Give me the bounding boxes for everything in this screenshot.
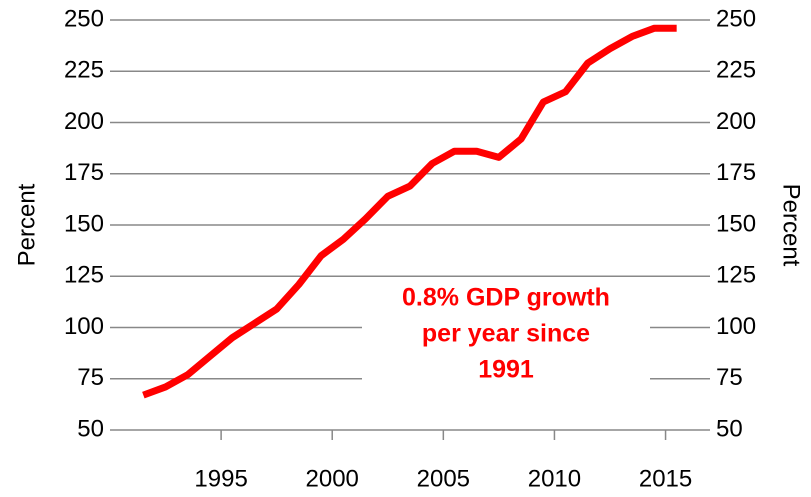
y-tick-label: 75	[77, 364, 104, 391]
y2-tick-label: 100	[716, 313, 756, 340]
y2-tick-label: 125	[716, 262, 756, 289]
annotation: 0.8% GDP growth	[402, 284, 610, 312]
x-tick-label: 1995	[194, 465, 247, 492]
y2-tick-label: 150	[716, 210, 756, 237]
x-tick-label: 2000	[306, 465, 359, 492]
annotation-background	[362, 278, 650, 390]
line	[142, 24, 677, 399]
y-tick-label: 150	[64, 210, 104, 237]
y-tick-label: 250	[64, 5, 104, 32]
x-tick-label: 2010	[528, 465, 581, 492]
y-tick-label: 125	[64, 262, 104, 289]
annotation: per year since	[422, 320, 590, 348]
y-tick-label: 100	[64, 313, 104, 340]
y-tick-label: 50	[77, 415, 104, 442]
annotation: 1991	[478, 356, 534, 384]
y-tick-label: 225	[64, 57, 104, 84]
x-tick-label: 2005	[417, 465, 470, 492]
y-axis-label: Percent	[13, 183, 40, 266]
y2-tick-label: 225	[716, 57, 756, 84]
y2-tick-label: 250	[716, 5, 756, 32]
y2-tick-label: 75	[716, 364, 743, 391]
y2-tick-label: 200	[716, 108, 756, 135]
y-tick-label: 175	[64, 159, 104, 186]
x-tick-label: 2015	[639, 465, 692, 492]
y2-tick-label: 50	[716, 415, 743, 442]
y2-axis-label: Percent	[778, 184, 805, 267]
y-tick-label: 200	[64, 108, 104, 135]
y2-tick-label: 175	[716, 159, 756, 186]
